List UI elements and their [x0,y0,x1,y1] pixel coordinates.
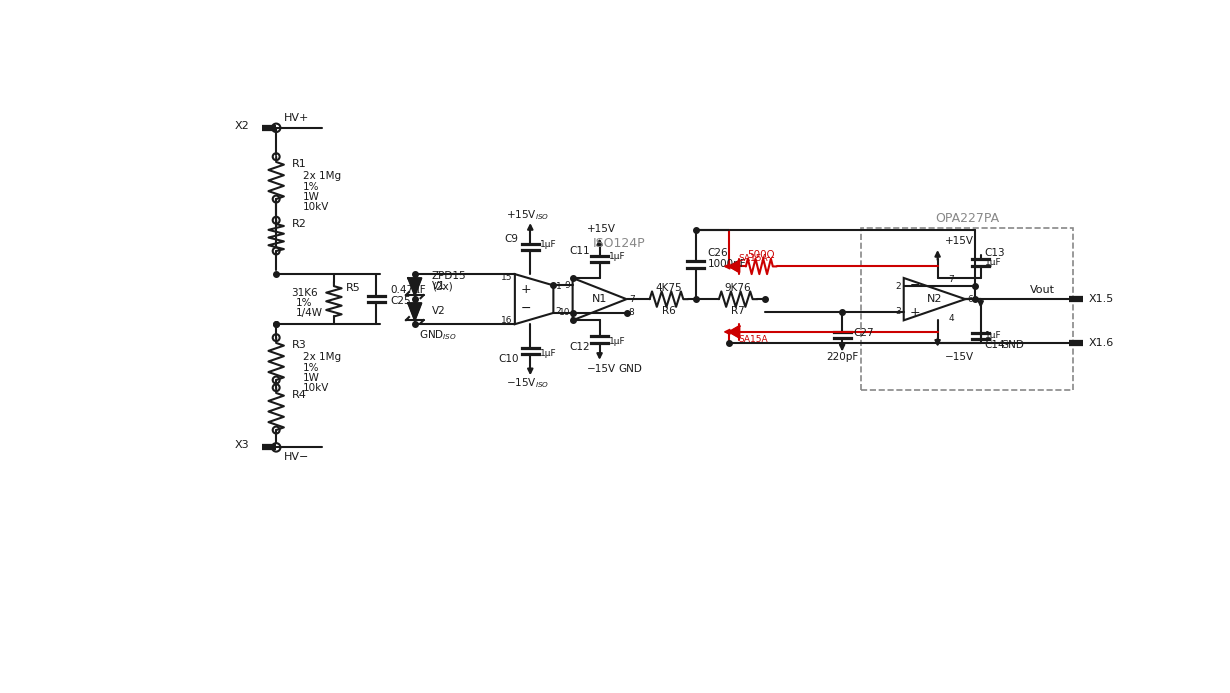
Text: C26: C26 [707,248,728,258]
Text: R3: R3 [292,340,306,350]
Text: 220pF: 220pF [827,351,859,362]
Bar [861,228,1073,389]
Text: R1: R1 [292,159,306,169]
Text: SA15A: SA15A [738,335,768,344]
Text: 1μF: 1μF [609,337,625,346]
Polygon shape [729,326,739,337]
Text: SA15A: SA15A [738,254,768,263]
Text: GND: GND [1000,340,1023,350]
Text: 31K6: 31K6 [292,288,319,298]
Text: 15: 15 [501,274,513,283]
Text: 10: 10 [558,308,571,317]
Text: X2: X2 [235,121,250,130]
Text: 2: 2 [556,307,561,316]
Text: 1%: 1% [295,298,312,308]
Text: 7: 7 [948,275,953,284]
Text: 3: 3 [895,308,902,316]
Text: R4: R4 [292,390,306,400]
Text: 2: 2 [895,282,902,291]
Text: −: − [910,279,920,292]
Text: −: − [522,302,531,315]
Text: V1: V1 [432,281,445,291]
Text: −15V: −15V [587,364,616,374]
Text: 4: 4 [948,315,953,323]
Text: R2: R2 [292,219,306,229]
Text: ZPD15: ZPD15 [432,272,466,281]
Text: N2: N2 [926,294,942,304]
Text: 500Ω: 500Ω [748,250,775,260]
Text: 1μF: 1μF [984,331,1001,340]
Text: C25: C25 [390,297,411,306]
Text: 1μF: 1μF [540,240,556,249]
Text: HV−: HV− [284,453,309,462]
Text: 10kV: 10kV [303,202,330,212]
Text: GND: GND [619,364,643,374]
Text: C14: C14 [984,340,1005,350]
Text: 2x 1Mg: 2x 1Mg [303,170,341,181]
Text: +15V: +15V [588,225,616,234]
Text: 0.47μF: 0.47μF [390,285,426,295]
Polygon shape [408,278,422,295]
Text: +: + [522,283,531,297]
Text: 1W: 1W [303,373,320,383]
Text: 8: 8 [629,308,635,317]
Text: −15V: −15V [946,352,974,362]
Text: +15V: +15V [946,236,974,246]
Text: 1W: 1W [303,192,320,202]
Text: C12: C12 [569,342,589,352]
Text: 4K75: 4K75 [656,283,683,292]
Text: C10: C10 [498,354,519,364]
Text: 1/4W: 1/4W [295,308,322,318]
Text: 2x 1Mg: 2x 1Mg [303,351,341,362]
Text: 1μF: 1μF [984,258,1001,267]
Text: (2x): (2x) [432,281,453,292]
Text: C9: C9 [504,234,519,245]
Text: C27: C27 [854,328,875,338]
Text: GND$_{ISO}$: GND$_{ISO}$ [418,328,456,342]
Text: X1.6: X1.6 [1089,338,1114,349]
Text: V2: V2 [432,306,445,316]
Text: +15V$_{ISO}$: +15V$_{ISO}$ [507,208,550,222]
Polygon shape [729,261,739,272]
Text: 1μF: 1μF [540,349,556,358]
Polygon shape [408,304,422,320]
Text: C11: C11 [569,246,589,256]
Text: 9K76: 9K76 [724,283,752,292]
Text: OPA227PA: OPA227PA [935,212,999,225]
Text: R7: R7 [732,306,745,316]
Text: 1%: 1% [303,182,320,192]
Text: 6: 6 [968,295,973,304]
Text: 9: 9 [565,281,571,290]
Text: 1μF: 1μF [609,252,625,261]
Text: N1: N1 [592,294,608,304]
Text: 1: 1 [556,283,561,292]
Text: C13: C13 [984,248,1005,258]
Text: X3: X3 [235,440,250,450]
Text: Vout: Vout [1030,285,1055,295]
Text: R6: R6 [662,306,675,316]
Text: 16: 16 [501,316,513,325]
Text: 7: 7 [629,295,635,304]
Text: 1%: 1% [303,363,320,373]
Text: 10kV: 10kV [303,383,330,393]
Text: HV+: HV+ [284,113,309,123]
Text: R5: R5 [346,283,360,292]
Text: ISO124P: ISO124P [593,237,646,249]
Text: X1.5: X1.5 [1089,294,1114,304]
Text: +: + [910,306,920,319]
Text: −15V$_{ISO}$: −15V$_{ISO}$ [507,376,550,390]
Text: 1000pF: 1000pF [707,259,747,270]
